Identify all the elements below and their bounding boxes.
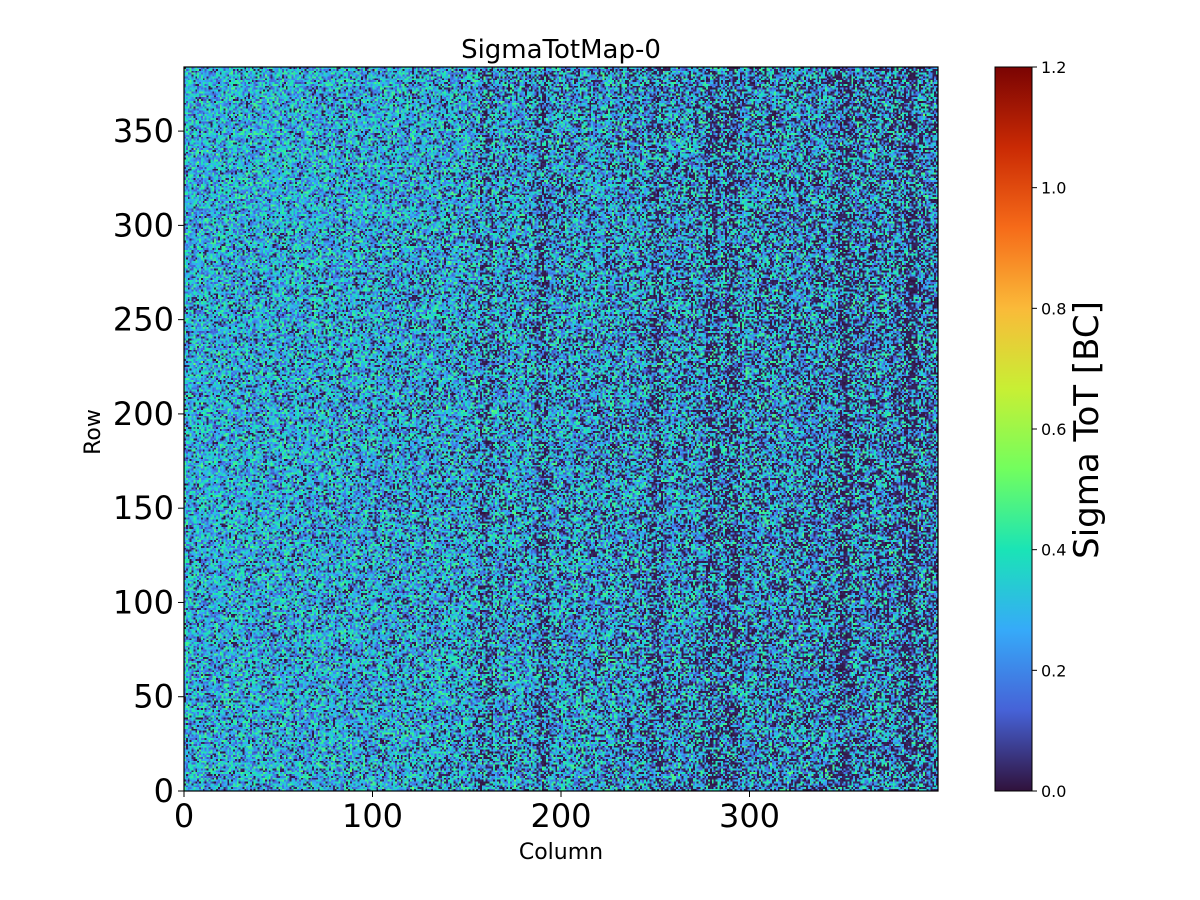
colorbar-ticks: 0.0 0.2 0.4 0.6 0.8 1.0 1.2 <box>1032 58 1066 801</box>
heatmap-image <box>184 67 938 791</box>
colorbar-gradient <box>995 67 1032 791</box>
y-axis: 0 50 100 150 200 250 300 350 <box>113 112 184 810</box>
plot-area <box>183 66 939 792</box>
y-tick-label: 350 <box>113 112 174 150</box>
y-tick-label: 50 <box>133 678 174 716</box>
x-tick-label: 100 <box>342 797 403 835</box>
y-tick-label: 200 <box>113 395 174 433</box>
colorbar-tick-label: 1.2 <box>1041 58 1066 77</box>
colorbar: 0.0 0.2 0.4 0.6 0.8 1.0 1.2 Sigma ToT [BC] <box>994 58 1107 801</box>
colorbar-tick-label: 0.8 <box>1041 299 1066 318</box>
y-tick-label: 100 <box>113 583 174 621</box>
x-tick-label: 0 <box>174 797 194 835</box>
x-tick-label: 200 <box>530 797 591 835</box>
y-tick-label: 150 <box>113 489 174 527</box>
y-axis-label: Row <box>81 409 106 455</box>
y-tick-label: 250 <box>113 301 174 339</box>
y-tick-label: 0 <box>154 772 174 810</box>
colorbar-label: Sigma ToT [BC] <box>1067 301 1107 559</box>
colorbar-tick-label: 0.2 <box>1041 661 1066 680</box>
y-tick-label: 300 <box>113 206 174 244</box>
x-tick-label: 300 <box>719 797 780 835</box>
colorbar-tick-label: 0.6 <box>1041 420 1066 439</box>
chart-title: SigmaTotMap-0 <box>461 35 661 65</box>
x-axis-label: Column <box>519 840 603 865</box>
x-axis: 0 100 200 300 <box>174 791 780 835</box>
colorbar-tick-label: 0.4 <box>1041 541 1066 560</box>
colorbar-tick-label: 1.0 <box>1041 179 1066 198</box>
colorbar-tick-label: 0.0 <box>1041 782 1066 801</box>
